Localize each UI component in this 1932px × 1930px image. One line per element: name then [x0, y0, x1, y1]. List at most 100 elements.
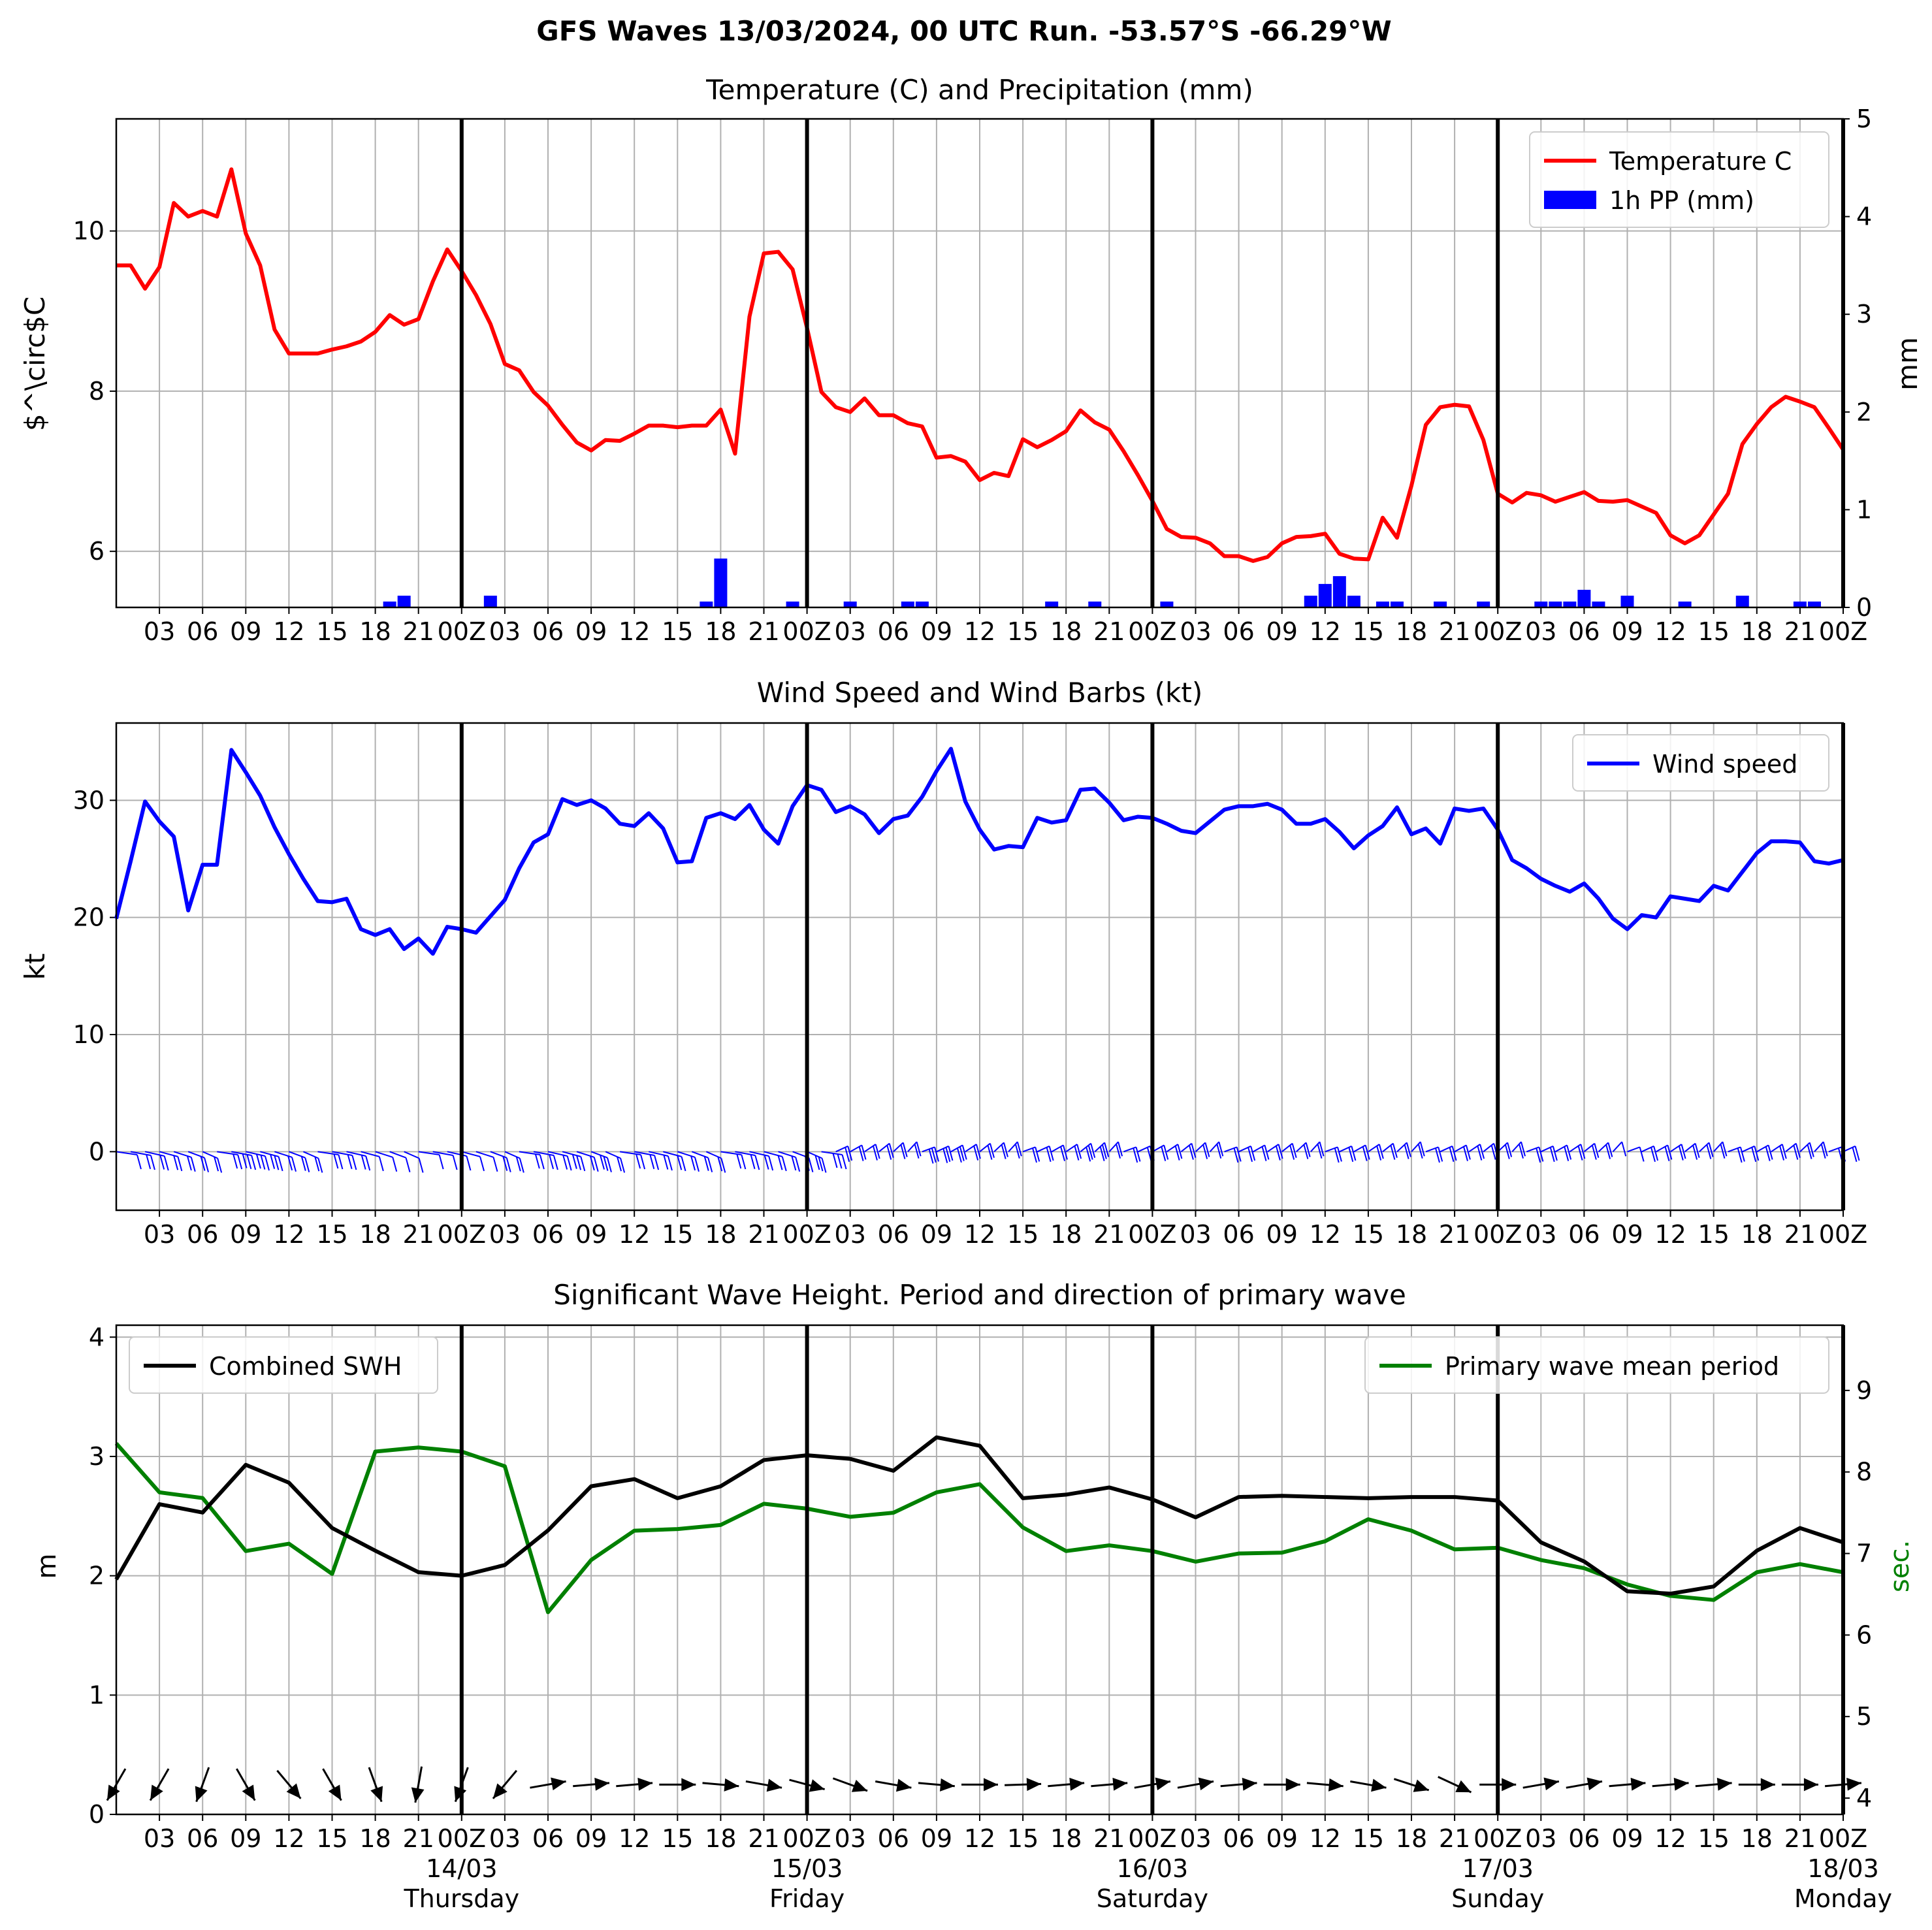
wind-barb-flag	[1521, 1142, 1526, 1157]
wind-barb	[1756, 1144, 1769, 1153]
precip-bar	[1577, 590, 1591, 607]
panel3-xtick-label: 00Z	[782, 1824, 831, 1853]
wave-arrow-head	[1285, 1778, 1300, 1792]
panel3-xtick-label: 06	[532, 1824, 564, 1853]
wind-barb	[778, 1151, 796, 1158]
wind-barb-flag	[274, 1155, 280, 1170]
wind-barb	[1253, 1144, 1265, 1153]
wind-barb	[993, 1142, 1005, 1153]
wind-barb-flag	[948, 1146, 954, 1161]
wind-barb-flag	[438, 1154, 444, 1170]
wind-barb-flag	[1417, 1144, 1423, 1159]
wind-barb-flag	[150, 1155, 155, 1170]
precip-bar	[786, 602, 799, 607]
wind-barb-flag	[1163, 1145, 1169, 1160]
wind-barb-flag	[961, 1145, 967, 1160]
panel3-ytick-label: 4	[89, 1323, 105, 1351]
wind-barb-flag	[1099, 1146, 1105, 1161]
wave-arrow-head	[107, 1784, 120, 1801]
panel1-xtick-label: 06	[878, 617, 909, 646]
wind-barb	[1771, 1144, 1783, 1153]
wind-barb-flag	[975, 1144, 981, 1159]
wind-barb	[605, 1151, 621, 1159]
wind-barb-flag	[1001, 1144, 1006, 1159]
wind-barb-flag	[942, 1148, 948, 1163]
panel3-xtick-label: 18	[1396, 1824, 1427, 1853]
wind-barb	[1440, 1145, 1453, 1153]
panel2-xtick-label: 15	[662, 1220, 693, 1249]
wind-barb	[461, 1151, 481, 1157]
wind-barb-flag	[365, 1155, 371, 1171]
wave-direction-arrow	[832, 1777, 868, 1792]
wind-barb-flag	[1035, 1147, 1040, 1162]
panel2-xtick-label: 18	[705, 1220, 736, 1249]
panel2-xtick-label: 15	[1007, 1220, 1038, 1249]
wind-barb-flag	[593, 1157, 599, 1172]
panel3-xtick-label: 09	[921, 1824, 952, 1853]
panel1-ytick-label: 10	[73, 217, 105, 246]
wind-barb-flag	[1014, 1144, 1020, 1159]
wind-barb-flag	[159, 1155, 165, 1170]
wind-barb-flag	[1161, 1146, 1167, 1161]
wind-barb-flag	[928, 1149, 934, 1164]
panel1-xtick-label: 12	[964, 617, 995, 646]
wind-barb	[950, 1144, 963, 1153]
wind-barb-flag	[251, 1155, 257, 1170]
wind-barb	[1238, 1145, 1251, 1153]
wind-speed-line	[114, 747, 1844, 956]
wind-barb-flag	[347, 1154, 353, 1170]
panel2-xtick-label: 12	[1654, 1220, 1686, 1249]
panel3-xtick-label: 18	[1741, 1824, 1773, 1853]
wave-arrow-head	[940, 1778, 955, 1792]
wind-barb-flag	[1852, 1147, 1858, 1162]
wind-barb-flag	[1289, 1145, 1295, 1160]
panel1-xtick-label: 12	[273, 617, 304, 646]
wind-barb-flag	[1248, 1147, 1253, 1162]
precip-bar	[901, 602, 914, 607]
wind-barb	[1180, 1142, 1193, 1153]
wave-direction-arrow	[616, 1777, 653, 1791]
wind-barb-flag	[1722, 1142, 1728, 1157]
wind-barb-flag	[553, 1155, 558, 1170]
wind-barb	[504, 1151, 521, 1159]
wind-barb-flag	[1305, 1142, 1311, 1157]
precip-bar	[1434, 602, 1447, 607]
wind-barb-flag	[1767, 1145, 1773, 1160]
wave-arrow-head	[681, 1778, 696, 1792]
precip-bar	[1304, 596, 1317, 607]
wind-barb-flag	[808, 1157, 814, 1172]
wind-barb-flag	[945, 1147, 951, 1162]
wind-barb-flag	[821, 1158, 827, 1173]
day-label-weekday: Thursday	[403, 1884, 519, 1913]
wind-barb	[187, 1151, 205, 1159]
panel2-xtick-label: 21	[1439, 1220, 1470, 1249]
panel3-xtick-label: 21	[1439, 1824, 1470, 1853]
wind-barb-flag	[1076, 1144, 1082, 1159]
wind-barb	[490, 1151, 507, 1159]
panel3-xtick-label: 00Z	[1128, 1824, 1176, 1853]
wind-barb-flag	[1101, 1144, 1107, 1159]
panel1-xtick-label: 00Z	[1473, 617, 1522, 646]
wind-barb-flag	[136, 1154, 142, 1170]
panel1-xtick-label: 09	[921, 617, 952, 646]
panel3-xtick-label: 18	[1050, 1824, 1082, 1853]
wind-barb-flag	[1216, 1144, 1222, 1159]
wave-arrow-head	[370, 1786, 383, 1802]
wind-barb	[1684, 1142, 1696, 1153]
wind-barb-flag	[1809, 1142, 1814, 1157]
wind-barb-flag	[392, 1157, 398, 1172]
wave-arrow-head	[895, 1778, 912, 1792]
precip-bar	[1793, 602, 1807, 607]
wind-barb-flag	[1549, 1147, 1555, 1162]
wind-barb-flag	[233, 1153, 238, 1169]
panel1-xtick-label: 15	[662, 617, 693, 646]
wind-barb	[1483, 1142, 1494, 1153]
wind-barb-flag	[287, 1155, 293, 1171]
wind-barb-flag	[640, 1154, 646, 1170]
precip-bar	[1347, 596, 1360, 607]
wave-arrow-head	[1630, 1777, 1646, 1791]
wind-barb	[1742, 1145, 1755, 1153]
wind-barb-flag	[572, 1154, 577, 1169]
wind-barb-flag	[1781, 1144, 1787, 1159]
wind-barb-flag	[270, 1154, 276, 1169]
